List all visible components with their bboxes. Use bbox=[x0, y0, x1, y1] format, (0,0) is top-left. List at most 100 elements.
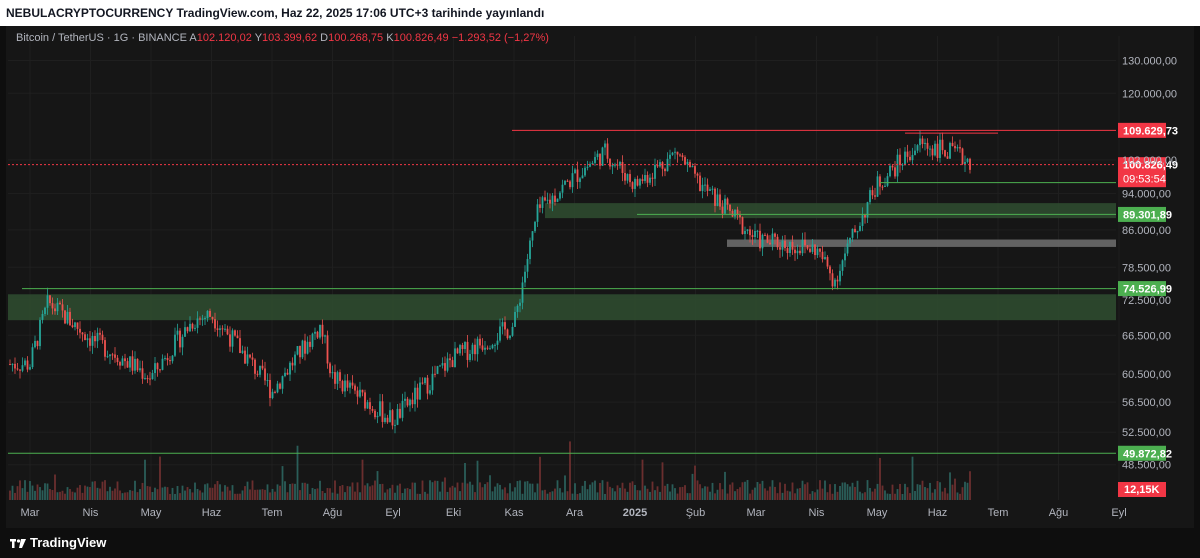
volume-bar bbox=[679, 487, 681, 500]
candle-body bbox=[726, 198, 729, 205]
candle-body bbox=[166, 357, 169, 361]
candle-body bbox=[954, 146, 956, 149]
candle-body bbox=[656, 164, 659, 167]
volume-bar bbox=[524, 481, 526, 500]
volume-bar bbox=[414, 482, 416, 500]
volume-bar bbox=[51, 489, 54, 500]
candle-body bbox=[844, 253, 846, 261]
volume-bar bbox=[766, 490, 769, 500]
chart-frame[interactable] bbox=[6, 26, 1194, 528]
volume-bar bbox=[426, 493, 429, 500]
candle-body bbox=[351, 382, 354, 386]
volume-bar bbox=[216, 480, 219, 500]
candle-body bbox=[241, 350, 244, 354]
volume-bar bbox=[194, 482, 196, 500]
footer-bar bbox=[0, 528, 1200, 558]
volume-bar bbox=[16, 486, 19, 500]
candle-body bbox=[864, 215, 866, 218]
candle-body bbox=[234, 330, 236, 336]
volume-bar bbox=[376, 471, 379, 500]
volume-bar bbox=[56, 492, 59, 500]
volume-bar bbox=[74, 492, 76, 500]
candle-body bbox=[121, 358, 124, 366]
candle-body bbox=[491, 345, 494, 349]
volume-bar bbox=[116, 481, 119, 500]
volume-bar bbox=[684, 485, 686, 500]
candle-body bbox=[144, 378, 146, 380]
volume-bar bbox=[209, 487, 211, 500]
volume-bar bbox=[651, 481, 654, 500]
volume-bar bbox=[39, 487, 41, 500]
candle-body bbox=[661, 162, 664, 169]
candle-body bbox=[879, 176, 881, 187]
candle-body bbox=[851, 228, 854, 238]
volume-bar bbox=[306, 483, 309, 500]
volume-bar bbox=[821, 488, 824, 500]
volume-bar bbox=[416, 493, 419, 500]
candle-body bbox=[966, 158, 969, 162]
candle-body bbox=[321, 324, 324, 337]
volume-bar bbox=[629, 482, 631, 500]
volume-bar bbox=[89, 487, 91, 500]
candle-body bbox=[94, 336, 96, 342]
volume-bar bbox=[861, 493, 864, 500]
volume-bar bbox=[479, 482, 481, 500]
volume-bar bbox=[409, 489, 411, 500]
candle-body bbox=[956, 147, 959, 149]
volume-bar bbox=[594, 480, 596, 500]
candle-body bbox=[476, 338, 479, 355]
volume-bar bbox=[204, 484, 206, 500]
volume-bar bbox=[94, 481, 96, 500]
candle-body bbox=[211, 316, 214, 320]
volume-bar bbox=[891, 484, 894, 500]
volume-bar bbox=[626, 491, 629, 500]
candle-body bbox=[296, 346, 299, 355]
volume-bar bbox=[474, 492, 476, 500]
volume-bar bbox=[794, 493, 796, 500]
volume-bar bbox=[521, 493, 524, 500]
candle-body bbox=[674, 151, 676, 153]
demand-zone-upper bbox=[545, 203, 1116, 219]
candle-body bbox=[179, 330, 181, 348]
candle-body bbox=[114, 354, 116, 358]
volume-bar bbox=[554, 488, 556, 500]
candle-body bbox=[36, 340, 39, 347]
candle-body bbox=[566, 180, 569, 182]
candle-body bbox=[944, 150, 946, 157]
volume-bar bbox=[239, 493, 241, 500]
symbol-name: Bitcoin / TetherUS · 1G · BINANCE bbox=[16, 32, 187, 44]
volume-bar bbox=[641, 459, 644, 500]
candle-body bbox=[949, 142, 951, 159]
volume-bar bbox=[784, 483, 786, 500]
volume-bar bbox=[386, 489, 389, 500]
volume-bar bbox=[541, 490, 544, 500]
volume-bar bbox=[819, 480, 821, 500]
volume-bar bbox=[699, 484, 701, 500]
volume-bar bbox=[639, 490, 641, 500]
candle-body bbox=[329, 363, 331, 374]
volume-bar bbox=[164, 486, 166, 500]
volume-bar bbox=[664, 485, 666, 500]
volume-bar bbox=[786, 490, 789, 500]
candle-body bbox=[836, 279, 839, 282]
candle-body bbox=[124, 358, 126, 362]
volume-bar bbox=[751, 489, 754, 500]
candle-body bbox=[559, 192, 561, 199]
candle-body bbox=[349, 382, 351, 388]
volume-bar bbox=[436, 480, 439, 500]
candle-body bbox=[524, 271, 526, 283]
candle-body bbox=[406, 398, 409, 406]
volume-bar bbox=[136, 492, 139, 500]
candle-body bbox=[9, 364, 11, 366]
candle-body bbox=[701, 184, 704, 191]
volume-bar bbox=[44, 483, 46, 500]
candle-body bbox=[381, 401, 384, 422]
candle-body bbox=[631, 182, 634, 189]
volume-bar bbox=[419, 493, 421, 500]
volume-bar bbox=[636, 490, 639, 500]
volume-bar bbox=[846, 484, 849, 500]
candle-body bbox=[431, 373, 434, 391]
volume-bar bbox=[536, 483, 539, 500]
tradingview-brand[interactable]: TradingView bbox=[10, 535, 106, 550]
